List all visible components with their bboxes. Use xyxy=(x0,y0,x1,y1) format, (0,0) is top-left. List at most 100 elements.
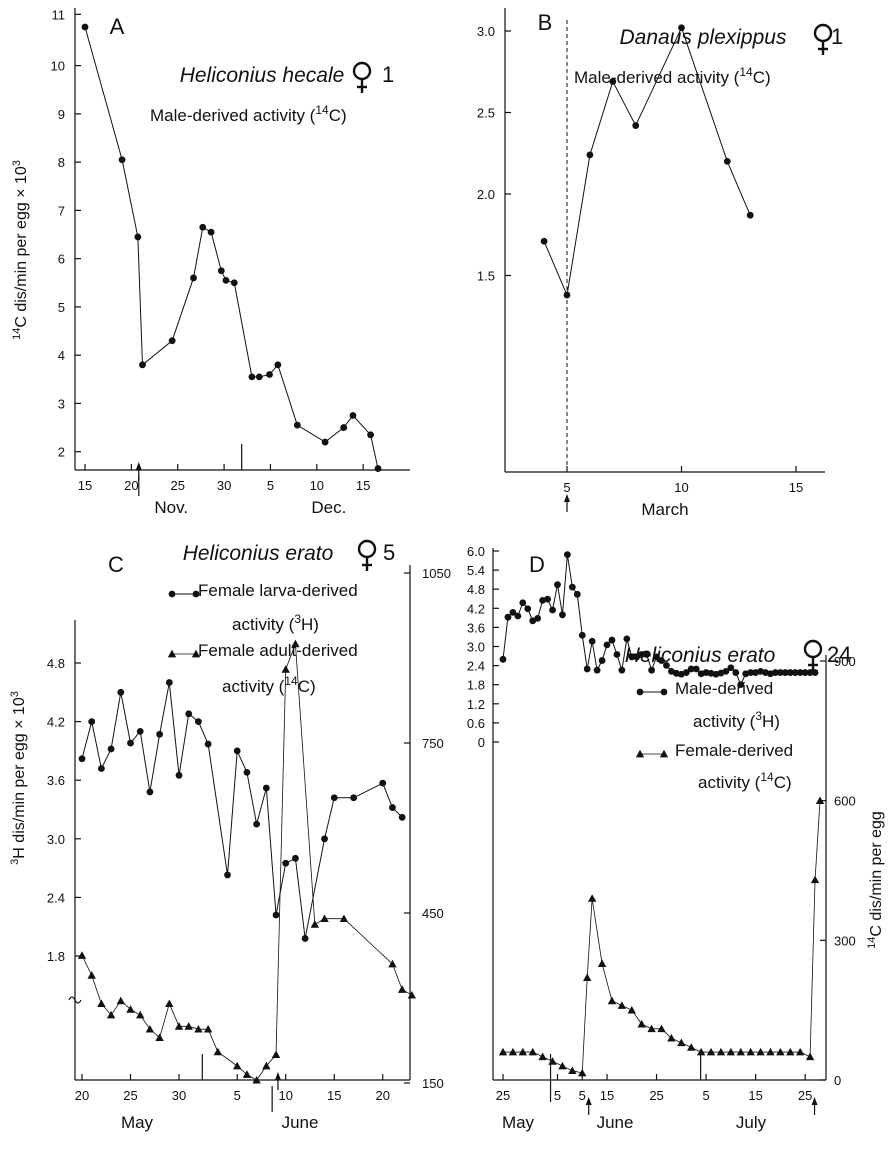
panel-c-right-tick-label: 750 xyxy=(422,736,444,751)
panel-b-point xyxy=(540,237,548,245)
panel-a-x-tick-label: 5 xyxy=(267,478,274,493)
panel-c-adult-point xyxy=(397,985,407,993)
panel-c-larva-point xyxy=(233,747,241,755)
panel-c-adult-point xyxy=(106,1010,116,1019)
panel-d-male-point xyxy=(732,669,740,676)
panel-a-arrow xyxy=(135,462,142,470)
panel-d-x-tick-label: 25 xyxy=(649,1088,663,1103)
panel-c-adult-point xyxy=(407,990,417,999)
panel-d-legend-dot xyxy=(636,688,644,696)
panel-c-larva-point xyxy=(398,813,406,821)
panel-d-male-point xyxy=(772,669,779,676)
panel-d-female-point xyxy=(716,1047,726,1056)
panel-c-x-tick-label: 5 xyxy=(234,1088,241,1103)
panel-c-larva-line xyxy=(81,682,403,939)
panel-d-female-point xyxy=(578,1068,587,1077)
panel-d-male-point xyxy=(801,669,809,676)
panel-d-female-point xyxy=(810,875,820,884)
panel-d-male-point xyxy=(534,615,542,622)
panel-a-month-label: Dec. xyxy=(311,498,346,517)
panel-c-x-tick-label: 20 xyxy=(376,1088,390,1103)
panel-d-x-tick-label: 5 xyxy=(702,1088,709,1103)
panel-c-legend-text-2b: activity (14C) xyxy=(222,674,316,696)
panel-c-larva-point xyxy=(156,730,164,738)
panel-c-larva-point xyxy=(262,784,270,792)
panel-d-female-point xyxy=(805,1052,815,1061)
panel-b-y-tick-label: 3.0 xyxy=(477,24,495,39)
panel-a-series-line xyxy=(84,26,379,469)
panel-d-female-point xyxy=(568,1066,577,1075)
panel-d-male-point xyxy=(623,635,631,643)
panel-d-female-point xyxy=(786,1047,795,1056)
panel-d-title: Heliconius erato xyxy=(625,644,776,667)
panel-a-female-icon xyxy=(352,61,372,81)
panel-d-female-point xyxy=(627,1005,636,1014)
panel-a-letter: A xyxy=(110,14,125,39)
panel-c-larva-point xyxy=(253,820,261,828)
panel-a-x-tick-label: 15 xyxy=(78,478,92,493)
panel-d-male-point xyxy=(554,581,561,589)
panel-d-male-point xyxy=(796,669,804,676)
panel-b-y-tick-label: 1.5 xyxy=(477,269,495,284)
panel-d-y-tick-label: 3.6 xyxy=(467,620,485,635)
panel-d-male-point xyxy=(593,666,601,674)
panel-d-legend-text-2a: Female-derived xyxy=(675,741,793,760)
panel-d-title-suffix: 24 xyxy=(827,642,851,667)
panel-d-right-tick-label: 600 xyxy=(834,794,856,809)
panel-a-point xyxy=(321,438,329,446)
panel-c-larva-point xyxy=(146,788,154,796)
panel-a-x-tick-label: 30 xyxy=(217,478,231,493)
panel-c-larva-point xyxy=(350,794,358,802)
panel-d-y-tick-label: 3.0 xyxy=(467,640,485,655)
panel-c-larva-point xyxy=(330,794,338,802)
panel-c-adult-point xyxy=(145,1024,155,1033)
panel-d-male-point xyxy=(737,681,745,689)
panel-b-title: Danaus plexippus xyxy=(620,26,787,49)
panel-b-point xyxy=(609,78,617,85)
panel-c-adult-point xyxy=(388,959,397,968)
panel-d-right-tick-label: 900 xyxy=(834,654,856,669)
panel-c-x-tick-label: 25 xyxy=(123,1088,137,1103)
panel-a-x-tick-label: 20 xyxy=(124,478,138,493)
panel-a-point xyxy=(207,228,215,236)
panel-c-y-tick-label: 3.0 xyxy=(47,832,65,847)
panel-d-legend-dot xyxy=(660,688,668,696)
panel-c-legend-text-1a: Female larva-derived xyxy=(198,581,358,600)
panel-c-legend-text-2a: Female adult-derived xyxy=(198,641,358,660)
panel-a-point xyxy=(255,373,263,381)
panel-d-male-point xyxy=(583,665,591,673)
panel-c-adult-point xyxy=(213,1047,223,1056)
panel-a-y-tick-label: 7 xyxy=(58,203,65,218)
panel-d-female-point xyxy=(706,1047,716,1056)
panel-d-female-point xyxy=(597,959,607,967)
panel-c-adult-point xyxy=(126,1005,135,1013)
panel-c-larva-point xyxy=(107,745,115,753)
panel-d-male-point xyxy=(638,651,646,658)
panel-a-month-label: Nov. xyxy=(154,498,188,517)
panel-d-male-point xyxy=(682,669,690,676)
panel-d-male-point xyxy=(781,669,789,676)
panel-d-female-point xyxy=(746,1047,755,1056)
panel-d-x-tick-label: 5 xyxy=(554,1088,561,1103)
panel-d-female-point xyxy=(607,996,617,1005)
panel-c-axis-break xyxy=(68,996,82,1004)
panel-c-month-label: May xyxy=(121,1113,154,1132)
panel-c-larva-point xyxy=(175,771,183,779)
panel-c-adult-point xyxy=(174,1022,184,1030)
panel-d-female-point xyxy=(696,1047,706,1056)
panel-d-legend-triangle xyxy=(635,749,645,758)
panel-d-male-point xyxy=(722,667,730,675)
panel-c-adult-point xyxy=(87,971,96,979)
panel-a-point xyxy=(230,279,238,287)
panel-b-x-tick-label: 15 xyxy=(789,480,803,495)
panel-c-adult-point xyxy=(97,999,106,1008)
panel-d-female-point xyxy=(558,1061,567,1070)
panel-b-point xyxy=(678,24,685,32)
panel-c-letter: C xyxy=(108,552,124,577)
panel-a-x-tick-label: 15 xyxy=(356,478,370,493)
panel-a-y-tick-label: 5 xyxy=(58,300,65,315)
panel-b-point xyxy=(723,158,731,165)
panel-c-larva-point xyxy=(389,804,396,811)
panel-c-y-label: 3H dis/min per egg × 103 xyxy=(9,691,28,865)
